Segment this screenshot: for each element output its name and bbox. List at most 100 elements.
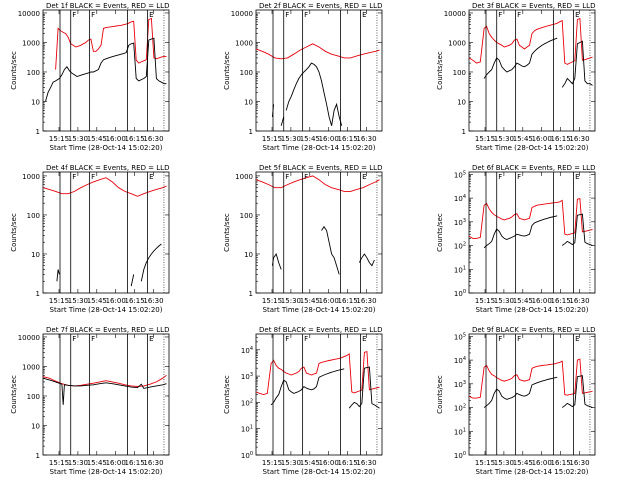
lld-series-line bbox=[469, 17, 593, 65]
x-tick-label: 16:30 bbox=[143, 135, 163, 143]
plot-frame bbox=[468, 333, 596, 456]
y-tick-label: 10000 bbox=[18, 10, 40, 18]
time-marker-label: F bbox=[285, 335, 289, 343]
plot-frame bbox=[255, 333, 383, 456]
plot-area bbox=[469, 198, 593, 249]
y-tick-label: 100 bbox=[454, 289, 466, 298]
y-axis-label: Counts/sec bbox=[10, 51, 18, 90]
time-marker-label: F bbox=[91, 335, 95, 343]
x-tick-label: 15:15 bbox=[262, 459, 282, 467]
panel-det-7: Det 7f BLACK = Events, RED = LLD 1 10 100 10… bbox=[10, 326, 169, 476]
time-marker-label: F bbox=[498, 11, 502, 19]
y-tick-label: 10 bbox=[244, 98, 253, 106]
x-tick-label: 15:15 bbox=[49, 297, 69, 305]
x-tick-label: 16:00 bbox=[319, 297, 339, 305]
plot-frame bbox=[468, 171, 596, 294]
y-tick-label: 1000 bbox=[448, 39, 466, 47]
time-marker-label: F bbox=[285, 11, 289, 19]
panel-title: Det 2f BLACK = Events, RED = LLD bbox=[259, 2, 382, 10]
x-tick-label: 15:15 bbox=[475, 297, 495, 305]
panel-title: Det 5f BLACK = Events, RED = LLD bbox=[259, 164, 382, 172]
x-tick-label: 16:15 bbox=[551, 459, 571, 467]
x-tick-label: 15:45 bbox=[513, 459, 533, 467]
x-tick-label: 16:15 bbox=[551, 297, 571, 305]
x-tick-label: 16:30 bbox=[569, 297, 589, 305]
x-tick-label: 16:00 bbox=[319, 459, 339, 467]
panel-det-2: Det 2f BLACK = Events, RED = LLD 1 10 100 10… bbox=[223, 2, 382, 152]
x-axis-label: Start Time (28-Oct-14 15:02:20) bbox=[263, 468, 376, 476]
y-tick-label: 10000 bbox=[231, 10, 253, 18]
x-tick-label: 16:15 bbox=[125, 297, 145, 305]
plot-frame bbox=[468, 9, 596, 132]
events-series-line bbox=[270, 366, 380, 409]
time-marker-label: E bbox=[149, 173, 153, 181]
y-tick-label: 1000 bbox=[22, 363, 40, 371]
x-tick-label: 16:00 bbox=[532, 135, 552, 143]
panel-det-1: Det 1f BLACK = Events, RED = LLD 1 10 100 10… bbox=[10, 2, 169, 152]
y-tick-label: 10 bbox=[31, 422, 40, 430]
plot-frame bbox=[42, 9, 170, 132]
y-axis-label: Counts/sec bbox=[223, 213, 231, 252]
y-tick-label: 1 bbox=[462, 128, 466, 136]
y-tick-label: 100 bbox=[27, 393, 40, 401]
plot-area bbox=[43, 374, 167, 405]
lld-series-line bbox=[469, 358, 593, 399]
x-tick-label: 15:45 bbox=[513, 135, 533, 143]
lld-series-line bbox=[469, 198, 593, 239]
x-axis-label: Start Time (28-Oct-14 15:02:20) bbox=[476, 306, 589, 314]
panel-title: Det 1f BLACK = Events, RED = LLD bbox=[46, 2, 169, 10]
time-marker-label: E bbox=[149, 11, 153, 19]
y-tick-label: 100 bbox=[454, 451, 466, 460]
y-axis-label: Counts/sec bbox=[10, 375, 18, 414]
y-axis-label: Counts/sec bbox=[436, 375, 444, 414]
x-tick-label: 16:15 bbox=[125, 459, 145, 467]
plot-area bbox=[256, 351, 380, 409]
lld-series-line bbox=[43, 177, 167, 197]
plot-frame bbox=[42, 171, 170, 294]
time-marker-label: E bbox=[575, 11, 579, 19]
y-axis-label: Counts/sec bbox=[223, 51, 231, 90]
x-tick-label: 16:15 bbox=[125, 135, 145, 143]
x-axis-label: Start Time (28-Oct-14 15:02:20) bbox=[263, 306, 376, 314]
y-axis-label: Counts/sec bbox=[436, 51, 444, 90]
time-marker-label: F bbox=[304, 335, 308, 343]
lld-series-line bbox=[55, 17, 167, 70]
y-axis-label: Counts/sec bbox=[223, 375, 231, 414]
y-tick-label: 100 bbox=[27, 212, 40, 220]
x-tick-label: 15:45 bbox=[87, 459, 107, 467]
x-tick-label: 15:15 bbox=[262, 297, 282, 305]
panel-title: Det 8f BLACK = Events, RED = LLD bbox=[259, 326, 382, 334]
x-tick-label: 15:45 bbox=[300, 135, 320, 143]
y-tick-label: 10 bbox=[244, 251, 253, 259]
time-marker-label: F bbox=[517, 173, 521, 181]
plot-area bbox=[469, 358, 593, 408]
time-marker-label: F bbox=[304, 173, 308, 181]
time-marker-label: E bbox=[362, 335, 366, 343]
y-tick-label: 100 bbox=[240, 69, 253, 77]
x-tick-label: 16:30 bbox=[356, 135, 376, 143]
plot-frame bbox=[255, 171, 383, 294]
y-tick-label: 102 bbox=[454, 404, 466, 413]
x-tick-label: 15:15 bbox=[475, 459, 495, 467]
panel-det-8: Det 8f BLACK = Events, RED = LLD 100 101 10… bbox=[223, 326, 382, 476]
plot-area bbox=[469, 17, 593, 88]
x-tick-label: 15:45 bbox=[300, 459, 320, 467]
panel-det-6: Det 6f BLACK = Events, RED = LLD 100 101 10… bbox=[436, 164, 595, 314]
x-axis-label: Start Time (28-Oct-14 15:02:20) bbox=[50, 468, 163, 476]
x-tick-label: 16:30 bbox=[356, 297, 376, 305]
panel-title: Det 6f BLACK = Events, RED = LLD bbox=[472, 164, 595, 172]
y-axis-label: Counts/sec bbox=[436, 213, 444, 252]
panel-det-9: Det 9f BLACK = Events, RED = LLD 100 101 10… bbox=[436, 326, 595, 476]
time-marker-label: F bbox=[498, 173, 502, 181]
y-tick-label: 1000 bbox=[22, 39, 40, 47]
x-tick-label: 15:45 bbox=[513, 297, 533, 305]
y-tick-label: 10 bbox=[31, 98, 40, 106]
x-tick-label: 16:15 bbox=[551, 135, 571, 143]
y-tick-label: 100 bbox=[27, 69, 40, 77]
y-tick-label: 1 bbox=[249, 290, 253, 298]
y-tick-label: 103 bbox=[454, 380, 466, 389]
events-series-line bbox=[483, 213, 593, 249]
y-tick-label: 102 bbox=[454, 242, 466, 251]
time-marker-label: E bbox=[362, 173, 366, 181]
y-tick-label: 100 bbox=[240, 212, 253, 220]
